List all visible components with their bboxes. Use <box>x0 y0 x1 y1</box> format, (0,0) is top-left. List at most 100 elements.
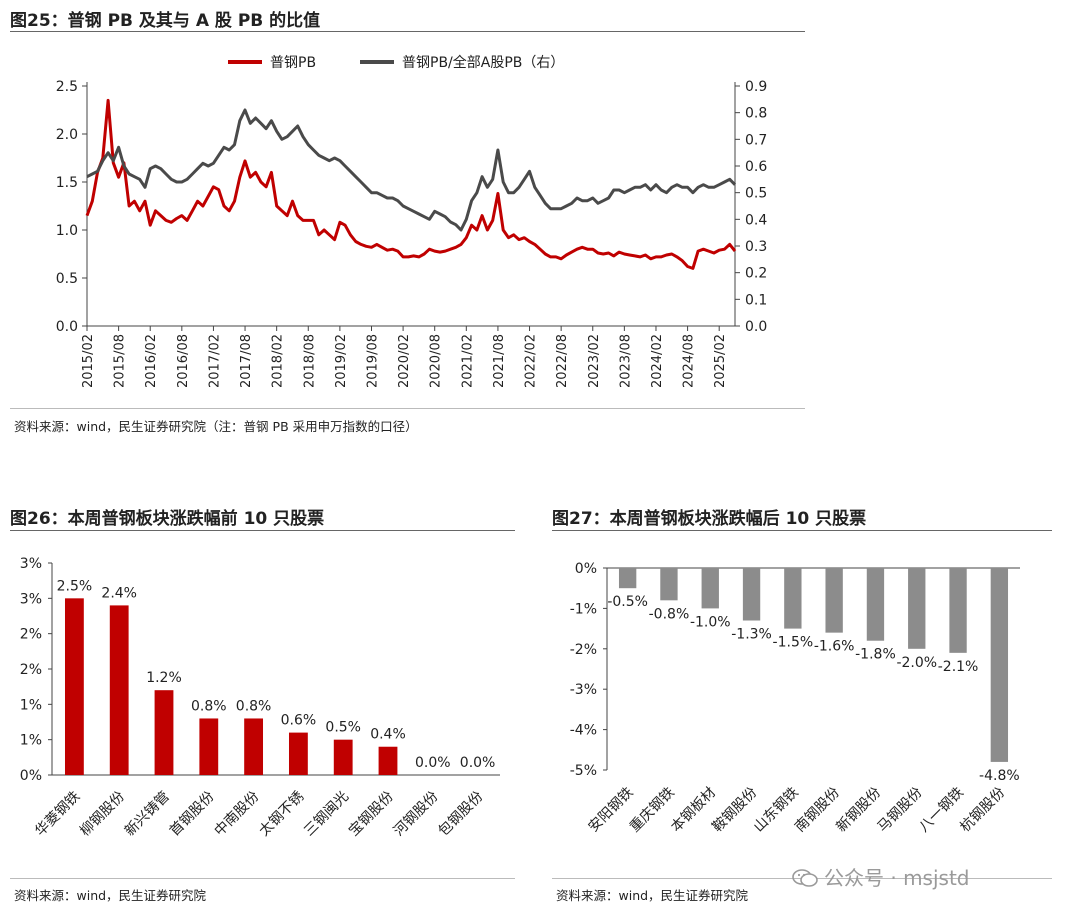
category-label: 南钢股份 <box>792 785 843 836</box>
y-tick-label-left: 1.0 <box>56 223 78 239</box>
category-label: 中南股份 <box>212 789 263 840</box>
y-tick-label: 1% <box>20 697 42 713</box>
fig27-chart: 0% -1% -2% -3% -4% -5% -0.5% 安阳钢铁 -0.8% 重庆钢铁 -1.0%… <box>570 561 1020 836</box>
bar <box>825 568 843 633</box>
y-tick-label-right: 0.8 <box>745 106 767 122</box>
category-label: 宝钢股份 <box>346 789 397 840</box>
bar-value-label: 2.4% <box>101 585 137 601</box>
bar-value-label: -1.0% <box>690 614 731 630</box>
category-label: 鞍钢股份 <box>709 785 760 836</box>
bar-value-label: 0.0% <box>415 755 451 771</box>
x-tick-label: 2024/08 <box>682 334 697 388</box>
x-tick-label: 2018/08 <box>302 334 317 388</box>
fig25-title: 图25：普钢 PB 及其与 A 股 PB 的比值 <box>10 11 321 31</box>
bar-value-label: -2.0% <box>896 655 937 671</box>
y-tick-label-right: 0.2 <box>745 266 767 282</box>
bar-value-label: 0.5% <box>325 720 361 736</box>
bar <box>618 568 637 589</box>
y-tick-label-left: 2.0 <box>56 127 78 143</box>
category-label: 重庆钢铁 <box>627 785 678 836</box>
fig26-source-rule <box>10 878 515 879</box>
bar <box>866 568 885 641</box>
bar-value-label: 0.6% <box>281 713 317 729</box>
y-tick-label: 2% <box>20 662 42 678</box>
x-tick-label: 2020/08 <box>429 334 444 388</box>
y-tick-label: 3% <box>20 591 42 607</box>
bar-value-label: -1.5% <box>773 635 814 651</box>
fig27-title-rule <box>552 530 1052 531</box>
x-tick-label: 2017/08 <box>239 334 254 388</box>
x-tick-label: 2015/08 <box>113 334 128 388</box>
category-label: 杭钢股份 <box>957 785 1008 836</box>
category-label: 新钢股份 <box>833 785 884 836</box>
bar-value-label: -1.8% <box>855 647 896 663</box>
fig27-title: 图27：本周普钢板块涨跌幅后 10 只股票 <box>552 509 867 529</box>
bar-value-label: -1.3% <box>731 627 772 643</box>
x-tick-label: 2016/08 <box>176 334 191 388</box>
y-tick-label: 3% <box>20 556 42 572</box>
bar <box>109 605 129 775</box>
bar <box>784 568 802 629</box>
bar-value-label: 0.8% <box>236 698 272 714</box>
x-tick-label: 2021/08 <box>492 334 507 388</box>
fig25-title-rule <box>10 31 805 32</box>
y-tick-label-left: 1.5 <box>56 175 78 191</box>
y-tick-label: 1% <box>20 733 42 749</box>
y-tick-label: -3% <box>570 682 597 698</box>
y-tick-label-right: 0.0 <box>745 319 767 335</box>
bar <box>378 746 398 775</box>
x-tick-label: 2022/02 <box>524 334 539 388</box>
bar-value-label: 1.2% <box>146 670 182 686</box>
category-label: 八一钢铁 <box>916 785 967 836</box>
bar-value-label: -4.8% <box>979 768 1020 784</box>
category-label: 柳钢股份 <box>76 788 128 840</box>
fig26-source: 资料来源：wind，民生证券研究院 <box>14 888 207 903</box>
fig26-title: 图26：本周普钢板块涨跌幅前 10 只股票 <box>10 509 325 529</box>
category-label: 首钢股份 <box>167 789 218 840</box>
x-tick-label: 2023/02 <box>587 334 602 388</box>
y-tick-label-left: 0.0 <box>56 319 78 335</box>
y-tick-label-right: 0.3 <box>745 239 767 255</box>
y-tick-label: -4% <box>570 723 597 739</box>
x-tick-label: 2020/02 <box>397 334 412 388</box>
watermark: 公众号 · msjstd <box>792 862 970 891</box>
fig25-chart: 普钢PB 普钢PB/全部A股PB（右） 0.0 0.5 1.0 1.5 2.0 2.5 0.0 0… <box>56 54 768 388</box>
y-tick-label-left: 2.5 <box>56 79 78 95</box>
y-tick-label-right: 0.4 <box>745 212 767 228</box>
category-label: 安阳钢铁 <box>586 785 637 836</box>
category-label: 山东钢铁 <box>751 785 802 836</box>
category-label: 新兴铸管 <box>122 789 173 840</box>
series-line-ratio <box>86 108 737 232</box>
bar <box>64 598 84 775</box>
watermark-text: 公众号 · msjstd <box>824 866 970 890</box>
fig25-source: 资料来源：wind，民生证券研究院（注：普钢 PB 采用申万指数的口径） <box>14 419 418 434</box>
bar-value-label: 0.8% <box>191 698 227 714</box>
fig26-title-rule <box>10 530 515 531</box>
y-tick-label: -5% <box>570 763 597 779</box>
y-tick-label-left: 0.5 <box>56 271 78 287</box>
y-tick-label: 0% <box>575 561 597 577</box>
category-label: 河钢股份 <box>391 789 442 840</box>
x-tick-label: 2019/02 <box>334 334 349 388</box>
bar <box>154 690 174 775</box>
x-tick-label: 2015/02 <box>81 334 96 388</box>
x-tick-label: 2021/02 <box>460 334 475 388</box>
y-tick-label: -2% <box>570 642 597 658</box>
bar-value-label: 0.4% <box>370 727 406 743</box>
y-tick-label-right: 0.9 <box>745 79 767 95</box>
bar-value-label: 0.0% <box>460 755 496 771</box>
x-tick-label: 2024/02 <box>650 334 665 388</box>
bar-value-label: -1.6% <box>814 639 855 655</box>
x-tick-label: 2022/08 <box>555 334 570 388</box>
y-tick-label-right: 0.7 <box>745 132 767 148</box>
bar <box>742 568 761 621</box>
bar-value-label: -0.5% <box>607 594 648 610</box>
category-label: 马钢股份 <box>875 785 926 836</box>
category-label: 三钢闽光 <box>301 789 352 840</box>
bar <box>199 718 219 775</box>
y-tick-label-right: 0.1 <box>745 292 767 308</box>
x-tick-label: 2017/02 <box>207 334 222 388</box>
fig25-source-rule <box>10 408 805 409</box>
x-tick-label: 2018/02 <box>271 334 286 388</box>
y-tick-label: 2% <box>20 627 42 643</box>
